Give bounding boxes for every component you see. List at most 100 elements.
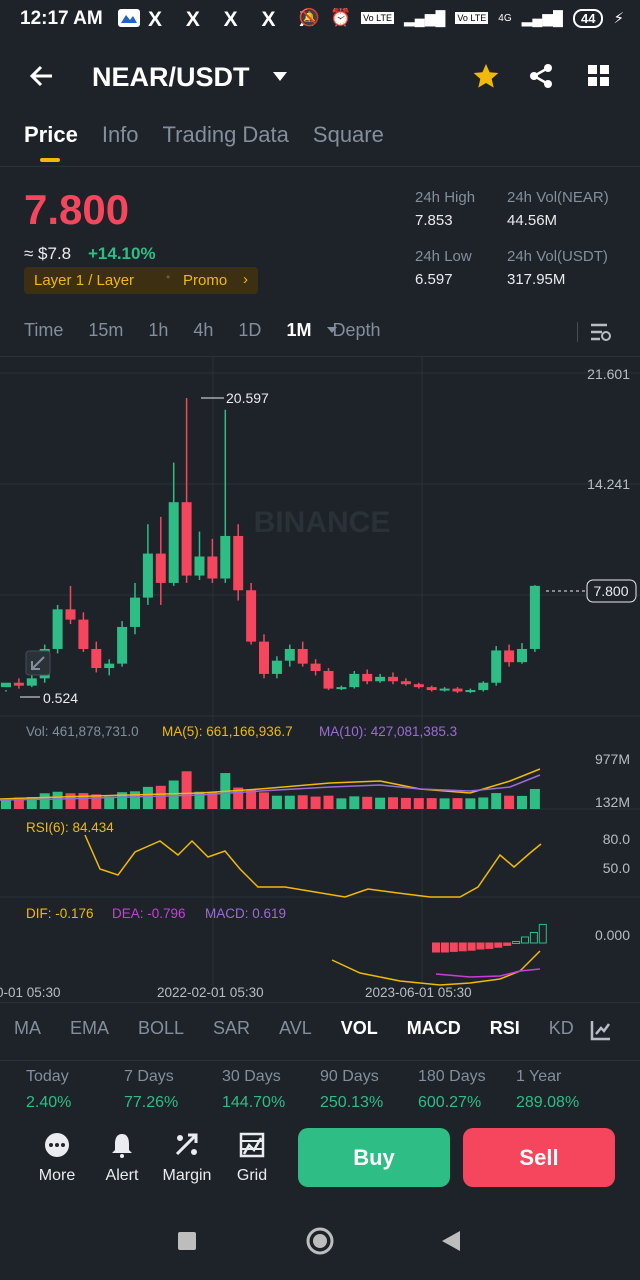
perf-value: 144.70% — [222, 1094, 286, 1111]
volume-bar — [413, 798, 424, 809]
candle-body — [271, 660, 282, 674]
macd-indicator: MACD: 0.619 — [205, 906, 287, 921]
expand-icon — [31, 656, 45, 670]
grid-action[interactable]: Grid — [222, 1132, 282, 1185]
tab-trading-data[interactable]: Trading Data — [162, 122, 289, 147]
buy-button[interactable]: Buy — [298, 1128, 450, 1187]
nav-back-button[interactable] — [440, 1229, 462, 1253]
tag-separator-icon: • — [166, 270, 171, 284]
nav-recents-button[interactable] — [178, 1232, 196, 1250]
chart-top-divider — [0, 356, 640, 357]
volume-bar — [349, 796, 360, 809]
candle-body — [155, 553, 166, 583]
ind-ema[interactable]: EMA — [70, 1018, 110, 1038]
tab-info[interactable]: Info — [101, 122, 139, 147]
perf-label: Today — [26, 1068, 69, 1085]
candle-body — [310, 663, 321, 671]
macd-bar — [512, 941, 521, 944]
pair-title[interactable]: NEAR/USDT — [92, 62, 250, 92]
charging-icon: ⚡ — [613, 10, 624, 27]
last-price-badge — [586, 579, 637, 603]
tf-dropdown-icon — [327, 327, 337, 333]
candle-body — [117, 626, 128, 664]
lte1-label: Vo LTE — [361, 12, 395, 24]
low-label: 24h Low — [415, 248, 472, 265]
ind-boll[interactable]: BOLL — [138, 1018, 185, 1038]
watermark: BINANCE — [254, 506, 391, 539]
macd-bar — [503, 942, 512, 946]
volume-bar — [271, 795, 282, 809]
candle-body — [400, 681, 411, 685]
ind-sar[interactable]: SAR — [213, 1018, 251, 1038]
category-tag[interactable]: Layer 1 / Layer • Promo › — [24, 267, 258, 294]
chart-bottom-divider — [0, 1002, 640, 1003]
net-label: 4G — [498, 12, 512, 24]
ma5-indicator: MA(5): 661,166,936.7 — [162, 724, 293, 739]
candle-body — [323, 670, 334, 689]
candle-body — [246, 590, 257, 642]
ind-vol[interactable]: VOL — [340, 1018, 378, 1038]
chart-settings-icon[interactable] — [590, 322, 612, 342]
volume-bar — [181, 771, 192, 809]
tab-price[interactable]: Price — [24, 122, 78, 162]
ind-kd[interactable]: KD — [548, 1018, 574, 1038]
volume-bar — [452, 798, 463, 809]
candles-group — [1, 398, 540, 693]
back-arrow-icon[interactable] — [28, 64, 54, 88]
candle-body — [233, 535, 244, 591]
battery-level: 44 — [572, 8, 604, 28]
ind-macd[interactable]: MACD — [406, 1018, 461, 1038]
ind-ma[interactable]: MA — [14, 1018, 41, 1038]
volume-bar — [1, 798, 11, 809]
share-icon[interactable] — [528, 62, 556, 90]
macd-bar — [538, 923, 547, 944]
pair-dropdown-icon[interactable] — [272, 71, 288, 83]
tf-1m[interactable]: 1M — [286, 320, 312, 340]
more-icon — [45, 1133, 69, 1157]
tf-15m[interactable]: 15m — [88, 320, 124, 340]
chevron-right-icon: › — [243, 271, 248, 288]
max-price-label: 20.597 — [226, 390, 269, 406]
sell-button[interactable]: Sell — [463, 1128, 615, 1187]
tf-1d[interactable]: 1D — [238, 320, 262, 340]
more-action[interactable]: More — [27, 1132, 87, 1185]
volume-bar — [517, 795, 527, 809]
tf-time[interactable]: Time — [24, 320, 64, 340]
volume-bar — [336, 798, 347, 809]
tf-4h[interactable]: 4h — [193, 320, 214, 340]
perf-label: 90 Days — [320, 1068, 379, 1085]
candle-body — [349, 673, 360, 688]
favorite-star-icon[interactable] — [472, 62, 500, 90]
perf-90d: 90 Days 250.13% — [320, 1068, 383, 1112]
alert-action[interactable]: Alert — [92, 1132, 152, 1185]
candle-body — [478, 682, 489, 691]
volume-bar — [478, 797, 489, 809]
volume-bar — [284, 795, 295, 809]
ma10-indicator: MA(10): 427,081,385.3 — [319, 724, 458, 739]
tab-square[interactable]: Square — [312, 122, 384, 147]
signal-icon-1: ▂▄▆█ — [404, 9, 446, 26]
tf-depth[interactable]: Depth — [332, 320, 381, 340]
volume-bar — [491, 793, 502, 809]
macd-bar — [440, 942, 449, 953]
rsi-tick-50: 50.0 — [602, 860, 630, 876]
volume-bar — [233, 787, 244, 809]
grid-menu-icon[interactable] — [587, 64, 611, 88]
candle-body — [375, 676, 386, 682]
candle-body — [207, 556, 218, 579]
perf-value: 289.08% — [516, 1094, 580, 1111]
candle-body — [104, 663, 115, 669]
tf-1h[interactable]: 1h — [148, 320, 169, 340]
candle-body — [91, 648, 102, 669]
candle-body — [284, 648, 295, 661]
nav-home-button[interactable] — [305, 1226, 335, 1256]
indicator-settings-icon[interactable] — [590, 1019, 612, 1041]
price-chart[interactable]: BINANCE 20.597 0.524 7.800 — [0, 357, 640, 1002]
candle-body — [439, 688, 450, 691]
ind-avl[interactable]: AVL — [279, 1018, 312, 1038]
candle-body — [297, 648, 308, 664]
min-price-label: 0.524 — [43, 690, 78, 706]
app-notification-icon — [118, 9, 140, 27]
margin-action[interactable]: Margin — [157, 1132, 217, 1185]
ind-rsi[interactable]: RSI — [489, 1018, 520, 1038]
